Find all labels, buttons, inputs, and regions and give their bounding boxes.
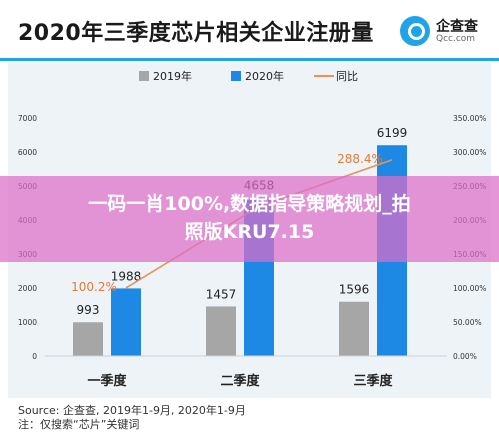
header: 2020年三季度芯片相关企业注册量 企查查 Qcc.com <box>0 0 499 62</box>
legend-swatch <box>139 71 149 81</box>
y-tick-label: 7000 <box>18 114 37 123</box>
bar-2019 <box>339 301 369 356</box>
bar-2020-label: 1988 <box>111 269 142 283</box>
legend-label: 2020年 <box>245 69 284 83</box>
legend-label: 2019年 <box>153 69 192 83</box>
bar-2019 <box>206 306 236 356</box>
bar-2020 <box>111 288 141 356</box>
brand-logo: 企查查 Qcc.com <box>400 12 492 52</box>
y2-tick-label: 350.00% <box>453 114 486 123</box>
x-tick-label: 二季度 <box>220 373 260 389</box>
source-note: Source: 企查查, 2019年1-9月, 2020年1-9月 注：仅搜索“… <box>18 404 246 432</box>
y2-tick-label: 300.00% <box>453 148 486 157</box>
page-title: 2020年三季度芯片相关企业注册量 <box>18 21 374 46</box>
y2-tick-label: 0.00% <box>453 352 477 361</box>
y-tick-label: 2000 <box>18 284 37 293</box>
overlay-banner-text: 一码一肖100%,数据指导策略规划_拍 照版KRU7.15 <box>10 190 489 246</box>
banner-line-2: 照版KRU7.15 <box>184 221 315 243</box>
x-axis: 一季度 二季度 三季度 <box>45 355 447 389</box>
y-tick-label: 1000 <box>18 318 37 327</box>
bar-2019-label: 993 <box>77 303 100 317</box>
legend: 2019年 2020年 同比 <box>139 69 358 83</box>
x-tick-label: 一季度 <box>87 373 127 389</box>
banner-line-1: 一码一肖100%,数据指导策略规划_拍 <box>88 193 411 215</box>
bar-2019-label: 1596 <box>339 283 370 297</box>
overlay-banner <box>0 176 499 262</box>
y-tick-label: 6000 <box>18 148 37 157</box>
bar-2020-label: 6199 <box>377 126 408 140</box>
yoy-label: 100.2% <box>71 280 117 294</box>
legend-label: 同比 <box>336 70 358 83</box>
x-tick-label: 三季度 <box>353 373 393 389</box>
legend-swatch <box>231 71 241 81</box>
magnifier-icon <box>400 16 430 46</box>
y-tick-label: 0 <box>32 352 37 361</box>
header-divider <box>0 58 499 61</box>
yoy-label: 288.4% <box>337 152 383 166</box>
bar-2019-label: 1457 <box>206 287 237 301</box>
brand-name: 企查查 <box>436 19 478 35</box>
bar-2019 <box>73 322 103 356</box>
y2-tick-label: 100.00% <box>453 284 486 293</box>
y2-tick-label: 50.00% <box>453 318 482 327</box>
source-line: Source: 企查查, 2019年1-9月, 2020年1-9月 <box>18 404 246 417</box>
note-line: 注：仅搜索“芯片”关键词 <box>18 418 140 431</box>
brand-domain: Qcc.com <box>436 34 476 44</box>
